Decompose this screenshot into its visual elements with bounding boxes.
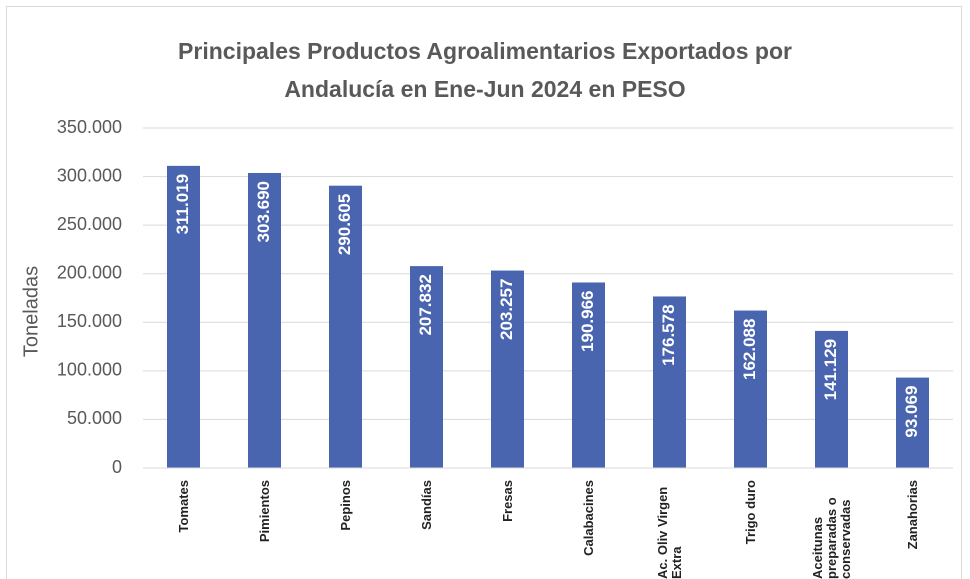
bar (248, 172, 281, 468)
y-tick-label: 50.000 (67, 408, 122, 428)
x-tick-label: Tomates (175, 480, 191, 533)
x-tick-label: Calabacines (580, 480, 596, 556)
bar (815, 330, 848, 468)
chart-title: Principales Productos Agroalimentarios E… (178, 38, 792, 102)
x-tick-label: Sandías (418, 480, 434, 530)
value-label: 162.088 (740, 319, 759, 380)
bar (896, 377, 929, 468)
chart-frame (6, 6, 962, 579)
value-label: 190.966 (578, 290, 597, 351)
x-tick-label: Trigo duro (742, 480, 758, 545)
value-label: 176.578 (659, 304, 678, 365)
bar (572, 282, 605, 468)
bar (410, 266, 443, 468)
y-tick-label: 150.000 (57, 311, 122, 331)
bar (734, 310, 767, 468)
x-tick-label: Ac. Oliv Virgen Extra (654, 486, 684, 579)
y-tick-label: 250.000 (57, 214, 122, 234)
y-tick-label: 0 (112, 457, 122, 477)
y-tick-label: 300.000 (57, 165, 122, 185)
value-label: 207.832 (416, 274, 435, 335)
bar (167, 165, 200, 469)
x-tick-label: Fresas (499, 480, 515, 522)
value-label: 141.129 (821, 339, 840, 400)
x-tick-label: Aceitunas preparadas o conservadas (809, 497, 853, 579)
y-tick-label: 100.000 (57, 360, 122, 380)
value-label: 290.605 (335, 194, 354, 255)
value-label: 311.019 (173, 174, 192, 235)
y-tick-label: 350.000 (57, 117, 122, 137)
value-label: 93.069 (902, 386, 921, 438)
x-tick-label: Zanahorias (904, 480, 920, 550)
x-tick-label: Pimientos (256, 480, 272, 543)
x-tick-label: Pepinos (337, 480, 353, 531)
y-tick-label: 200.000 (57, 262, 122, 282)
bar (329, 185, 362, 468)
value-label: 203.257 (497, 279, 516, 340)
bar (491, 270, 524, 468)
bar (653, 296, 686, 468)
value-label: 303.690 (254, 181, 273, 242)
